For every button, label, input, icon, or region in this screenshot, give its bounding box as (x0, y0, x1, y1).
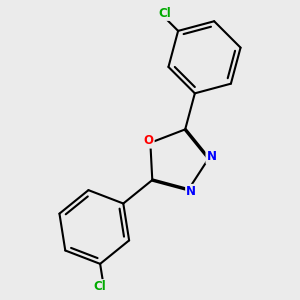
Text: Cl: Cl (94, 280, 106, 293)
Text: O: O (143, 134, 154, 147)
Text: Cl: Cl (158, 7, 171, 20)
Text: N: N (207, 150, 217, 163)
Text: N: N (186, 185, 196, 198)
